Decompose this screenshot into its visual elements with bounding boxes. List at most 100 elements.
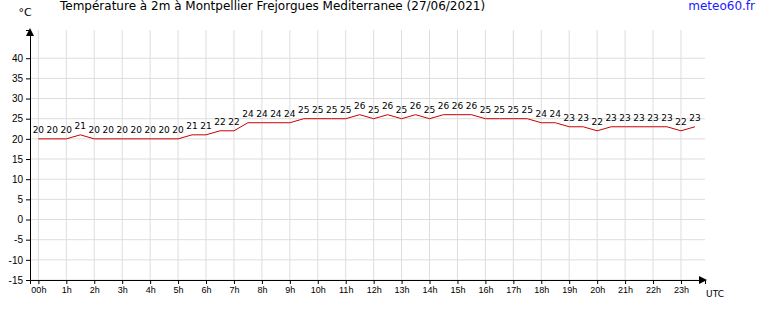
x-tick-mark bbox=[374, 280, 375, 284]
x-tick-label: 17h bbox=[506, 285, 521, 295]
data-label: 20 bbox=[61, 125, 73, 135]
data-label: 23 bbox=[647, 113, 658, 123]
data-label: 23 bbox=[577, 113, 588, 123]
grid-line bbox=[373, 30, 374, 280]
grid-line bbox=[122, 30, 123, 280]
x-tick-label: 18h bbox=[534, 285, 549, 295]
data-label: 23 bbox=[661, 113, 672, 123]
data-label: 21 bbox=[186, 121, 197, 131]
x-tick: 10h bbox=[311, 280, 326, 295]
data-label: 25 bbox=[312, 105, 323, 115]
data-label: 22 bbox=[591, 117, 602, 127]
x-tick: 00h bbox=[31, 280, 46, 295]
y-tick: 10 bbox=[12, 174, 30, 185]
y-tick: 15 bbox=[12, 154, 30, 165]
x-tick-mark bbox=[234, 280, 235, 284]
x-tick-mark bbox=[485, 280, 486, 284]
x-tick-label: 20h bbox=[590, 285, 605, 295]
y-axis: -15-10-50510152025303540 bbox=[9, 31, 31, 286]
y-tick-label: 0 bbox=[17, 214, 23, 225]
x-tick-mark bbox=[262, 280, 263, 284]
x-tick-label: 16h bbox=[478, 285, 493, 295]
y-tick: 35 bbox=[12, 73, 30, 84]
x-tick-mark bbox=[541, 280, 542, 284]
y-tick-mark bbox=[26, 240, 30, 241]
grid-line bbox=[30, 78, 705, 79]
y-tick-mark bbox=[26, 199, 30, 200]
y-tick-mark bbox=[26, 119, 30, 120]
y-tick-label: 35 bbox=[12, 73, 24, 84]
y-tick-label: 5 bbox=[17, 194, 23, 205]
x-tick-label: 00h bbox=[31, 285, 46, 295]
y-tick-label: 20 bbox=[12, 134, 24, 145]
y-tick: 0 bbox=[17, 214, 30, 225]
grid-line bbox=[30, 118, 705, 119]
y-tick: -10 bbox=[9, 255, 30, 266]
y-tick: 30 bbox=[12, 93, 30, 104]
x-tick-mark bbox=[178, 280, 179, 284]
x-tick-mark bbox=[681, 280, 682, 284]
y-tick-mark bbox=[26, 159, 30, 160]
y-tick-mark bbox=[26, 99, 30, 100]
grid-line bbox=[653, 30, 654, 280]
y-tick-label: 40 bbox=[12, 53, 24, 64]
grid-line bbox=[66, 30, 67, 280]
grid-line bbox=[178, 30, 179, 280]
data-label: 20 bbox=[89, 125, 101, 135]
y-tick: 25 bbox=[12, 113, 30, 124]
chart: -15-10-5051015202530354000h1h2h3h4h5h6h7… bbox=[0, 0, 765, 320]
data-labels: 2020202120202020202020212122222424242425… bbox=[33, 101, 701, 135]
x-tick: 2h bbox=[90, 280, 100, 295]
data-label: 22 bbox=[675, 117, 686, 127]
data-label: 23 bbox=[689, 113, 700, 123]
x-tick-mark bbox=[457, 280, 458, 284]
x-tick: 11h bbox=[339, 280, 353, 295]
x-tick: 13h bbox=[395, 280, 410, 295]
data-label: 26 bbox=[382, 101, 394, 111]
grid-line bbox=[30, 239, 705, 240]
data-label: 26 bbox=[354, 101, 366, 111]
x-tick-label: 1h bbox=[62, 285, 72, 295]
data-label: 22 bbox=[228, 117, 239, 127]
grid-line bbox=[30, 219, 705, 220]
x-tick: 3h bbox=[118, 280, 128, 295]
grid-line bbox=[150, 30, 151, 280]
y-tick: 20 bbox=[12, 134, 30, 145]
grid-line bbox=[429, 30, 430, 280]
data-label: 25 bbox=[424, 105, 435, 115]
data-label: 26 bbox=[466, 101, 478, 111]
x-tick: 16h bbox=[478, 280, 493, 295]
y-tick-label: -5 bbox=[14, 234, 23, 245]
y-tick-label: 30 bbox=[12, 93, 24, 104]
x-tick-mark bbox=[38, 280, 39, 284]
x-tick-mark bbox=[625, 280, 626, 284]
data-label: 20 bbox=[116, 125, 128, 135]
grid-line bbox=[317, 30, 318, 280]
data-label: 20 bbox=[47, 125, 59, 135]
x-tick: 21h bbox=[618, 280, 633, 295]
x-tick: 22h bbox=[646, 280, 661, 295]
data-label: 25 bbox=[298, 105, 309, 115]
x-tick-label: 15h bbox=[450, 285, 465, 295]
x-tick-label: 9h bbox=[285, 285, 295, 295]
grid-line bbox=[541, 30, 542, 280]
data-label: 23 bbox=[619, 113, 630, 123]
x-tick: 15h bbox=[450, 280, 465, 295]
y-axis-title: °C bbox=[18, 6, 32, 19]
grid-line bbox=[30, 259, 705, 260]
x-axis: 00h1h2h3h4h5h6h7h8h9h10h11h12h13h14h15h1… bbox=[31, 280, 706, 295]
grid-line bbox=[513, 30, 514, 280]
grid-line bbox=[680, 30, 681, 280]
y-tick: -5 bbox=[14, 234, 30, 245]
x-tick-mark bbox=[513, 280, 514, 284]
data-label: 25 bbox=[508, 105, 519, 115]
x-tick-mark bbox=[290, 280, 291, 284]
x-tick: 18h bbox=[534, 280, 549, 295]
x-tick-label: 10h bbox=[311, 285, 326, 295]
x-axis-title: UTC bbox=[706, 289, 724, 299]
data-label: 20 bbox=[103, 125, 115, 135]
temperature-line bbox=[38, 115, 695, 139]
data-label: 24 bbox=[256, 109, 268, 119]
y-tick-mark bbox=[26, 78, 30, 79]
x-tick-mark bbox=[150, 280, 151, 284]
